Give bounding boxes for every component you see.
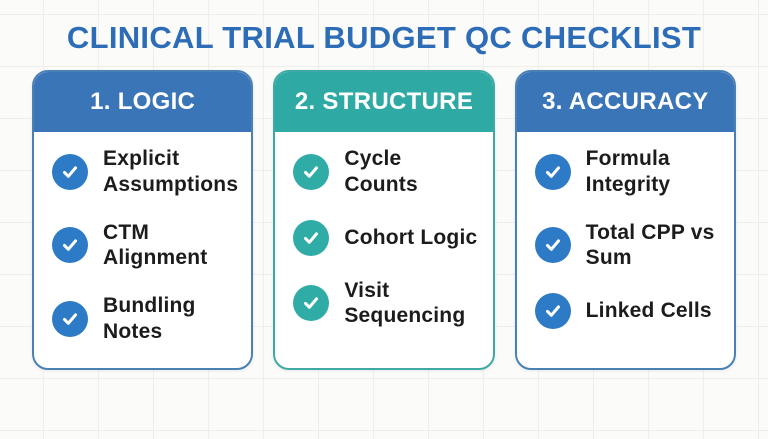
item-label: Linked Cells (585, 299, 712, 323)
card-structure-header: 2. STRUCTURE (275, 72, 493, 132)
item-label: Formula Integrity (585, 147, 671, 196)
checklist-item: Cohort Logic (293, 219, 482, 256)
item-label: Bundling Notes (103, 294, 196, 344)
check-icon (293, 219, 330, 256)
card-logic-header: 1. LOGIC (34, 72, 252, 132)
checklist-item: Cycle Counts (293, 146, 482, 198)
card-accuracy-body: Formula Integrity Total CPP vs Sum Linke… (517, 132, 734, 368)
item-label: Explicit Assumptions (103, 147, 239, 196)
check-icon (52, 227, 88, 264)
check-icon (293, 153, 330, 190)
checklist-item: Bundling Notes (52, 293, 241, 345)
check-icon (293, 285, 330, 322)
item-label: CTM Alignment (103, 220, 208, 270)
card-logic: 1. LOGIC Explicit Assumptions CTM Alignm… (32, 70, 254, 370)
card-accuracy-header: 3. ACCURACY (516, 72, 734, 132)
card-accuracy: 3. ACCURACY Formula Integrity Total CPP … (514, 70, 736, 370)
check-icon (52, 153, 88, 190)
checklist-item: Visit Sequencing (293, 278, 482, 330)
checklist-item: CTM Alignment (52, 220, 241, 272)
card-logic-body: Explicit Assumptions CTM Alignment Bundl… (34, 132, 251, 368)
item-label: Total CPP vs Sum (585, 220, 715, 270)
checklist-item: Formula Integrity (534, 146, 724, 198)
checklist-item: Total CPP vs Sum (534, 220, 724, 272)
card-structure-body: Cycle Counts Cohort Logic Visit Sequenci… (275, 132, 492, 368)
item-label: Visit Sequencing (344, 278, 466, 328)
check-icon (52, 301, 88, 338)
checklist-item: Linked Cells (534, 293, 724, 330)
page-title: CLINICAL TRIAL BUDGET QC CHECKLIST (66, 20, 702, 55)
checklist-columns: 1. LOGIC Explicit Assumptions CTM Alignm… (0, 70, 768, 370)
card-structure: 2. STRUCTURE Cycle Counts Cohort Logic V… (273, 70, 495, 370)
check-icon (534, 227, 571, 264)
checklist-item: Explicit Assumptions (52, 146, 241, 198)
check-icon (534, 293, 571, 330)
check-icon (534, 153, 571, 190)
item-label: Cohort Logic (344, 225, 478, 249)
item-label: Cycle Counts (344, 147, 418, 196)
